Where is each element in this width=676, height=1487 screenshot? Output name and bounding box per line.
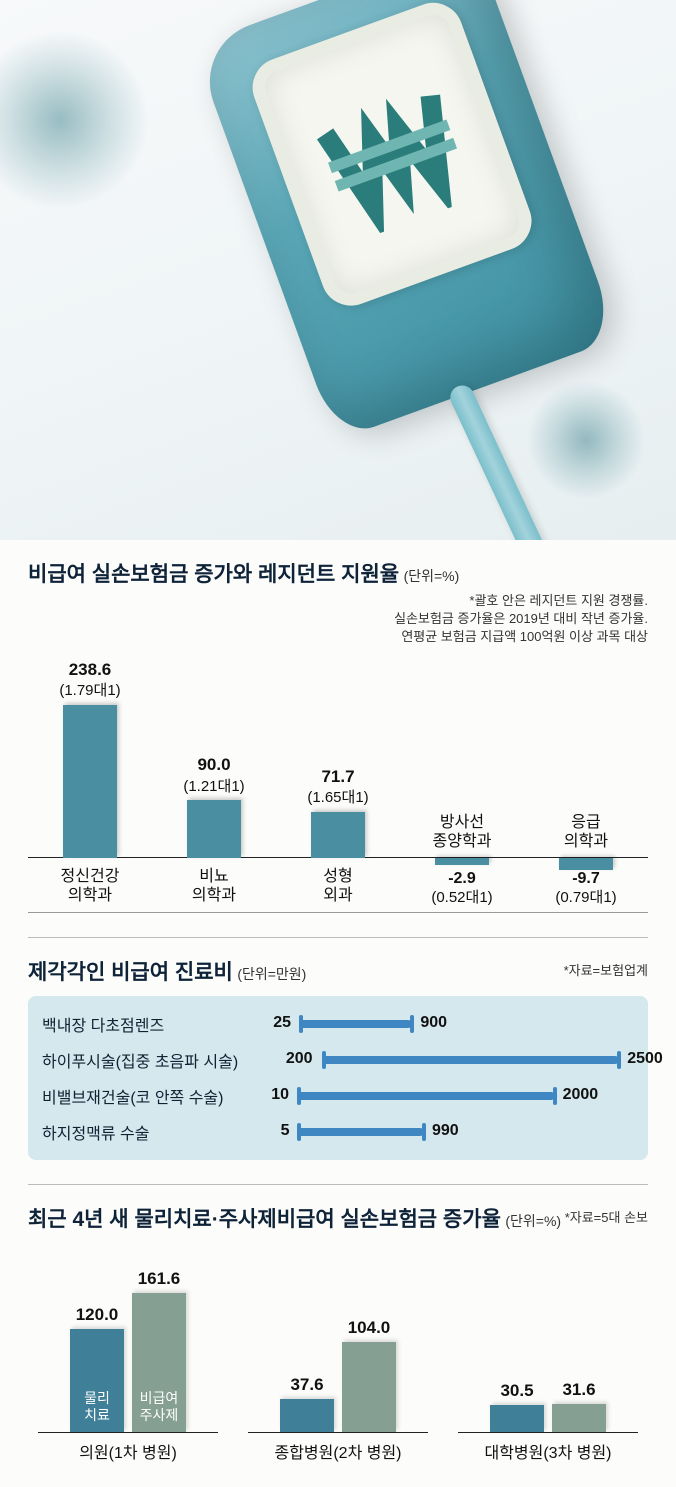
chart2-min-label: 25 (273, 1014, 291, 1032)
chart2-source: *자료=보험업계 (564, 960, 648, 979)
chart3-bar (342, 1342, 396, 1431)
chart3-value-label: 37.6 (277, 1375, 337, 1395)
chart2-row-label: 비밸브재건술(코 안쪽 수술) (42, 1084, 252, 1108)
chart2-title: 제각각인 비급여 진료비 (28, 961, 233, 984)
chart2-range-bar (297, 1128, 424, 1136)
chart3-bar (552, 1404, 606, 1431)
chart2-max-label: 900 (420, 1014, 447, 1032)
chart2-max-label: 2000 (563, 1086, 599, 1104)
section-chart3: 최근 4년 새 물리치료·주사제비급여 실손보험금 증가율 (단위=%) *자료… (0, 1185, 676, 1487)
chart2-max-label: 2500 (627, 1050, 663, 1068)
chart2-min-label: 10 (271, 1086, 289, 1104)
chart2-cap-left (297, 1123, 301, 1141)
chart2-row: 하이푸시술(집중 초음파 시술)2002500 (42, 1042, 634, 1078)
chart1-value-label: 71.7(1.65대1) (278, 767, 398, 808)
paint-splat (0, 30, 150, 210)
chart1-category-label: 응급의학과 (532, 813, 640, 851)
chart1-bar (63, 705, 117, 858)
chart1-bar (435, 858, 489, 866)
chart2-unit: (단위=만원) (237, 966, 306, 982)
hero-illustration (0, 0, 676, 540)
chart2-row: 비밸브재건술(코 안쪽 수술) 10 2000 (42, 1078, 634, 1114)
chart1-unit: (단위=%) (404, 568, 460, 584)
chart3-title: 최근 4년 새 물리치료·주사제비급여 실손보험금 증가율 (28, 1208, 501, 1231)
chart2-track: 25 900 (252, 1013, 634, 1035)
chart1-plot: 238.6(1.79대1)정신건강의학과90.0(1.21대1)비뇨의학과71.… (28, 653, 648, 913)
chart3-unit: (단위=%) (505, 1213, 561, 1229)
chart3-bar: 물리치료 (70, 1329, 124, 1432)
chart2-min-label: 5 (281, 1122, 290, 1140)
chart2-min-label: 200 (286, 1050, 313, 1068)
chart2-row: 백내장 다초점렌즈 25 900 (42, 1006, 634, 1042)
chart1-item: 71.7(1.65대1)성형외과 (284, 652, 392, 912)
chart3-bars: 120.0 물리치료 161.6 비급여주사제 (38, 1263, 218, 1433)
chart3-category-label: 대학병원(3차 병원) (458, 1433, 638, 1463)
chart2-row-label: 하지정맥류 수술 (42, 1120, 252, 1144)
chart2-cap-left (299, 1015, 303, 1033)
chart3-bars: 30.531.6 (458, 1263, 638, 1433)
chart2-cap-right (553, 1087, 557, 1105)
chart3-category-label: 의원(1차 병원) (38, 1433, 218, 1463)
chart3-value-label: 30.5 (487, 1381, 547, 1401)
chart1-item: -2.9(0.52대1)방사선종양학과 (408, 652, 516, 912)
chart1-note: *괄호 안은 레지던트 지원 경쟁률. 실손보험금 증가율은 2019년 대비 … (28, 592, 648, 647)
chart2-row-label: 백내장 다초점렌즈 (42, 1012, 252, 1036)
chart1-value-label: -9.7(0.79대1) (526, 869, 646, 907)
chart3-value-label: 161.6 (129, 1269, 189, 1289)
chart2-cap-left (322, 1051, 326, 1069)
won-symbol-icon (302, 65, 481, 244)
chart1-item: 90.0(1.21대1)비뇨의학과 (160, 652, 268, 912)
chart3-bar (280, 1399, 334, 1431)
chart1-bar (559, 858, 613, 870)
chart1-category-label: 비뇨의학과 (160, 867, 268, 905)
chart3-series-label: 비급여주사제 (132, 1390, 186, 1424)
chart3-group: 120.0 물리치료 161.6 비급여주사제의원(1차 병원) (38, 1263, 218, 1463)
section-chart2: 제각각인 비급여 진료비 (단위=만원) *자료=보험업계 백내장 다초점렌즈2… (0, 938, 676, 1170)
chart3-bar (490, 1405, 544, 1431)
chart1-category-label: 방사선종양학과 (408, 813, 516, 851)
chart3-bar: 비급여주사제 (132, 1293, 186, 1432)
chart2-cap-left (297, 1087, 301, 1105)
chart2-row: 하지정맥류 수술 5 990 (42, 1114, 634, 1150)
chart3-group: 37.6 104.0 종합병원(2차 병원) (248, 1263, 428, 1463)
chart1-value-label: 90.0(1.21대1) (154, 755, 274, 796)
chart2-track: 2002500 (252, 1049, 634, 1071)
chart3-value-label: 104.0 (339, 1318, 399, 1338)
chart1-category-label: 정신건강의학과 (36, 867, 144, 905)
chart1-value-label: -2.9(0.52대1) (402, 869, 522, 907)
chart3-source: *자료=5대 손보 (565, 1207, 648, 1226)
chart1-category-label: 성형외과 (284, 867, 392, 905)
chart2-panel: 백내장 다초점렌즈25900하이푸시술(집중 초음파 시술)2002500비밸브… (28, 996, 648, 1160)
chart1-value-label: 238.6(1.79대1) (30, 660, 150, 701)
chart3-series-label: 물리치료 (70, 1390, 124, 1424)
chart3-group: 30.531.6대학병원(3차 병원) (458, 1263, 638, 1463)
chart2-track: 5 990 (252, 1121, 634, 1143)
chart1-title: 비급여 실손보험금 증가와 레지던트 지원율 (28, 563, 399, 586)
chart3-value-label: 31.6 (549, 1380, 609, 1400)
chart2-cap-right (410, 1015, 414, 1033)
chart3-plot: 120.0 물리치료 161.6 비급여주사제의원(1차 병원) 37.6 104.0 종합… (28, 1243, 648, 1463)
chart2-cap-right (422, 1123, 426, 1141)
chart1-bar (187, 800, 241, 858)
chart2-track: 10 2000 (252, 1085, 634, 1107)
chart1-bar (311, 812, 365, 858)
chart2-range-bar (299, 1020, 412, 1028)
chart3-value-label: 120.0 (67, 1305, 127, 1325)
chart2-row-label: 하이푸시술(집중 초음파 시술) (42, 1048, 252, 1072)
chart2-range-bar (322, 1056, 619, 1064)
chart1-item: -9.7(0.79대1)응급의학과 (532, 652, 640, 912)
chart3-category-label: 종합병원(2차 병원) (248, 1433, 428, 1463)
chart3-bars: 37.6 104.0 (248, 1263, 428, 1433)
chart2-max-label: 990 (432, 1122, 459, 1140)
chart1-item: 238.6(1.79대1)정신건강의학과 (36, 652, 144, 912)
section-chart1: 비급여 실손보험금 증가와 레지던트 지원율 (단위=%) *괄호 안은 레지던… (0, 540, 676, 923)
chart2-cap-right (617, 1051, 621, 1069)
chart2-range-bar (297, 1092, 554, 1100)
